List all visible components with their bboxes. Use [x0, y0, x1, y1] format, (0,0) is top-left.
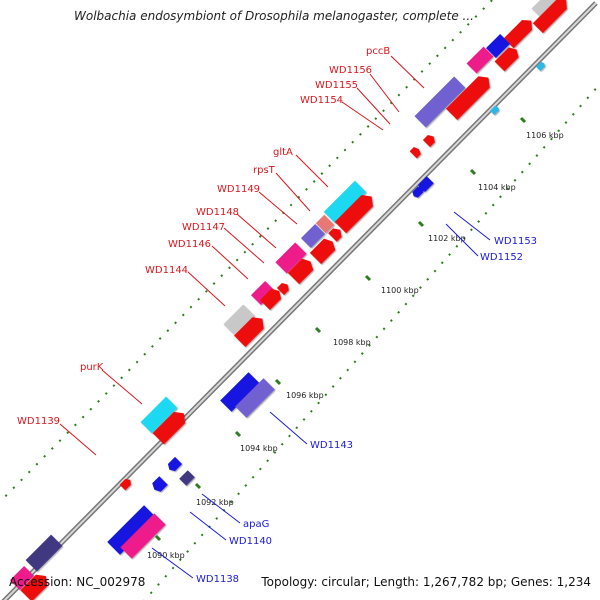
- cds-violet: [300, 223, 326, 249]
- cds-red: [309, 238, 336, 265]
- cds-violet: [414, 76, 466, 128]
- forward-labels: pccB WD1156 WD1155 WD1154 gltA rpsT WD11…: [17, 46, 390, 427]
- genome-summary-text: Topology: circular; Length: 1,267,782 bp…: [261, 575, 591, 589]
- gene-label-WD1154: WD1154: [300, 95, 343, 106]
- tick-label: 1100 kbp: [381, 286, 419, 295]
- cds-blue-small: [167, 456, 183, 472]
- gene-label-WD1143: WD1143: [310, 440, 353, 451]
- cds-red: [503, 19, 533, 49]
- reverse-labels: WD1153 WD1152 WD1143 apaG WD1140 WD1138: [196, 236, 537, 585]
- tick-mark: [519, 116, 527, 124]
- tick-label: 1104 kbp: [478, 183, 516, 192]
- tick-mark: [234, 430, 242, 438]
- cds-blue: [107, 505, 157, 555]
- gene-label-WD1153: WD1153: [494, 236, 537, 247]
- reverse-label-leaders: [151, 211, 491, 579]
- cds-cyan: [140, 396, 178, 434]
- cds-violet: [235, 378, 275, 418]
- cds-pink: [315, 214, 335, 234]
- cds-magenta: [250, 280, 276, 306]
- gene-label-WD1139: WD1139: [17, 416, 60, 427]
- forward-strand-inner-features: [20, 0, 567, 600]
- tick-label: 1094 kbp: [240, 444, 278, 453]
- cds-indigo: [25, 534, 63, 572]
- cds-grey: [223, 304, 255, 336]
- cds-blue-small: [152, 476, 168, 492]
- tick-marks: [154, 116, 527, 542]
- cds-magenta: [275, 242, 307, 274]
- gene-label-WD1149: WD1149: [217, 184, 260, 195]
- gene-label-WD1147: WD1147: [182, 222, 225, 233]
- tick-mark: [314, 326, 322, 334]
- cds-red: [334, 195, 373, 234]
- gene-label-gltA: gltA: [273, 147, 293, 158]
- cds-cyan: [323, 180, 367, 224]
- cds-red: [494, 47, 519, 72]
- tick-label: 1106 kbp: [526, 131, 564, 140]
- cds-blue: [220, 372, 260, 412]
- tick-mark: [364, 274, 372, 282]
- gene-label-WD1155: WD1155: [315, 80, 358, 91]
- accession-text: Accession: NC_002978: [9, 575, 146, 589]
- cds-indigo: [179, 470, 195, 486]
- tick-labels: 1106 kbp 1104 kbp 1102 kbp 1100 kbp 1098…: [147, 131, 564, 560]
- gene-label-pccB: pccB: [366, 46, 390, 57]
- cds-red-small: [328, 228, 342, 242]
- cds-red: [20, 574, 48, 600]
- cds-blue: [485, 33, 511, 59]
- tick-label: 1096 kbp: [286, 391, 324, 400]
- tick-label: 1092 kbp: [196, 498, 234, 507]
- gene-label-WD1146: WD1146: [168, 239, 211, 250]
- cds-red: [152, 411, 186, 445]
- gene-label-WD1138: WD1138: [196, 574, 239, 585]
- cds-red-small: [409, 147, 421, 159]
- cds-cyan-small: [490, 105, 500, 115]
- tick-mark: [194, 482, 202, 490]
- tick-mark: [417, 220, 425, 228]
- forward-label-leaders: [59, 55, 425, 456]
- cds-red: [259, 288, 282, 311]
- tick-mark: [469, 168, 477, 176]
- cds-magenta: [466, 46, 494, 74]
- cds-red: [532, 0, 567, 34]
- tick-mark: [274, 378, 282, 386]
- cds-red-small: [422, 135, 435, 148]
- cds-cyan-small: [536, 61, 546, 71]
- cds-red-small: [276, 283, 289, 296]
- gene-label-apaG: apaG: [243, 519, 269, 530]
- cds-red: [234, 317, 264, 347]
- tick-label: 1102 kbp: [428, 234, 466, 243]
- cds-magenta: [9, 565, 35, 591]
- tick-label: 1090 kbp: [147, 551, 185, 560]
- cds-red-small: [119, 479, 131, 491]
- gene-label-WD1148: WD1148: [196, 207, 239, 218]
- map-title: Wolbachia endosymbiont of Drosophila mel…: [74, 9, 474, 23]
- gene-label-purK: purK: [80, 362, 104, 373]
- scale-ring-inner: [143, 83, 600, 600]
- tick-mark: [154, 534, 162, 542]
- cds-red: [287, 258, 314, 285]
- tick-label: 1098 kbp: [333, 338, 371, 347]
- gene-label-WD1144: WD1144: [145, 265, 188, 276]
- gene-label-WD1152: WD1152: [480, 252, 523, 263]
- reverse-strand-features: [107, 61, 546, 559]
- gene-label-WD1156: WD1156: [329, 65, 372, 76]
- cds-magenta: [120, 513, 166, 559]
- cds-grey: [531, 0, 559, 19]
- gene-label-rpsT: rpsT: [253, 165, 276, 176]
- cds-red: [445, 76, 490, 121]
- scale-ring-outer: [0, 0, 494, 504]
- forward-strand-features: [9, 0, 559, 591]
- gene-label-WD1140: WD1140: [229, 536, 272, 547]
- cds-blue-small: [418, 176, 434, 192]
